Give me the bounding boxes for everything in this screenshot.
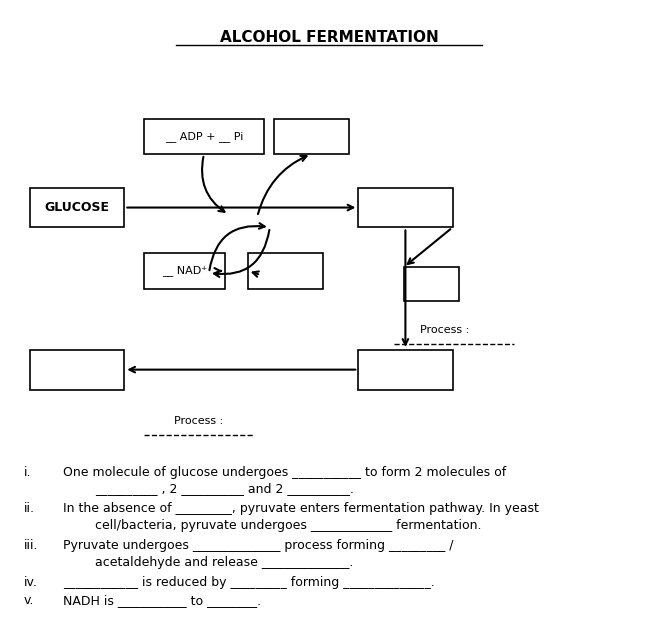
Text: GLUCOSE: GLUCOSE [45,201,110,214]
Text: One molecule of glucose undergoes ___________ to form 2 molecules of: One molecule of glucose undergoes ______… [63,466,506,479]
Text: Process :: Process : [174,416,223,427]
Text: ____________ is reduced by _________ forming ______________.: ____________ is reduced by _________ for… [63,576,434,589]
Text: cell/bacteria, pyruvate undergoes _____________ fermentation.: cell/bacteria, pyruvate undergoes ______… [95,519,481,532]
Text: __________ , 2 __________ and 2 __________.: __________ , 2 __________ and 2 ________… [95,482,354,495]
FancyBboxPatch shape [358,350,452,389]
Text: i.: i. [24,466,31,479]
FancyBboxPatch shape [30,350,124,389]
Text: ALCOHOL FERMENTATION: ALCOHOL FERMENTATION [219,30,438,45]
FancyBboxPatch shape [358,188,452,228]
Text: __ NAD⁺: __ NAD⁺ [162,265,207,277]
FancyBboxPatch shape [144,118,264,154]
Text: In the absence of _________, pyruvate enters fermentation pathway. In yeast: In the absence of _________, pyruvate en… [63,502,539,515]
Text: iv.: iv. [24,576,37,589]
Text: v.: v. [24,594,34,607]
Text: NADH is ___________ to ________.: NADH is ___________ to ________. [63,594,261,607]
FancyBboxPatch shape [248,253,323,288]
Text: __ ADP + __ Pi: __ ADP + __ Pi [165,131,243,142]
Text: acetaldehyde and release ______________.: acetaldehyde and release ______________. [95,556,354,569]
Text: ii.: ii. [24,502,35,515]
Text: iii.: iii. [24,539,38,552]
FancyBboxPatch shape [274,118,348,154]
Text: Pyruvate undergoes ______________ process forming _________ /: Pyruvate undergoes ______________ proces… [63,539,453,552]
FancyBboxPatch shape [144,253,225,288]
FancyBboxPatch shape [404,267,459,301]
Text: Process :: Process : [420,325,469,335]
FancyBboxPatch shape [30,188,124,228]
